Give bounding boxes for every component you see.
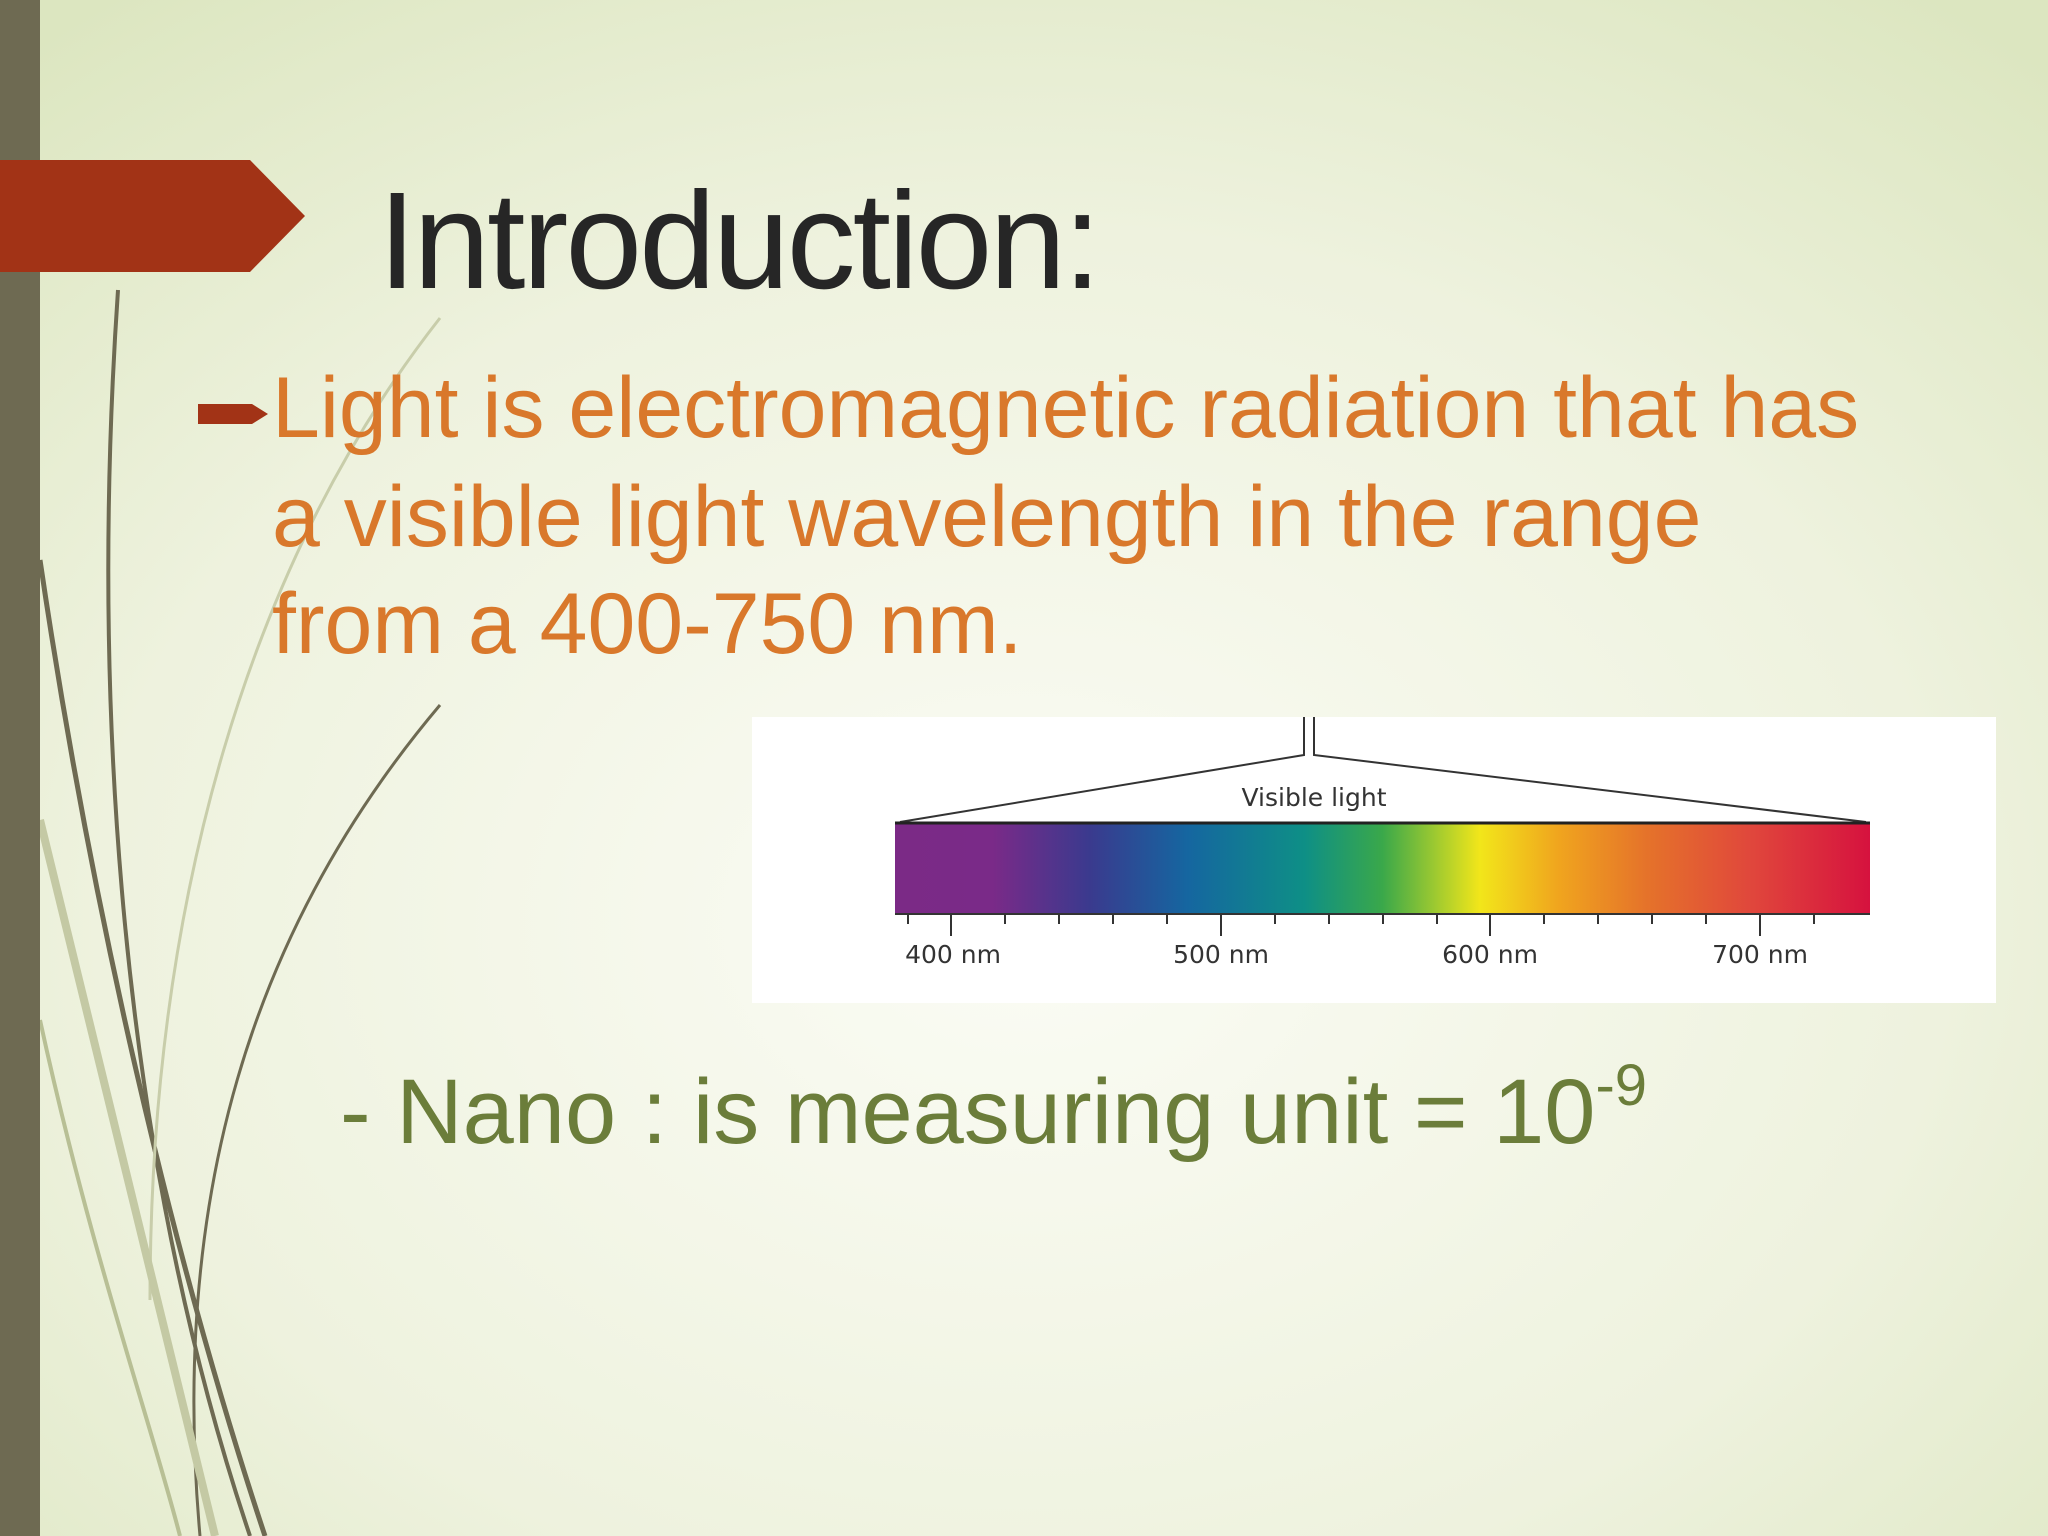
- tick-label: 600 nm: [1442, 940, 1538, 969]
- bullet-line: from a 400-750 nm.: [272, 576, 1022, 672]
- bullet-icon: [198, 404, 268, 424]
- title-arrow: [0, 160, 305, 272]
- note-superscript: -9: [1595, 1053, 1647, 1118]
- note: - Nano : is measuring unit = 10-9: [340, 1053, 1647, 1163]
- title: Introduction:: [378, 164, 1098, 318]
- tick-label: 500 nm: [1173, 940, 1269, 969]
- bullet-line: Light is electromagnetic radiation that …: [272, 360, 1859, 456]
- tick-label: 400 nm: [905, 940, 1001, 969]
- figure-bracket: [899, 717, 1867, 823]
- note-text: - Nano : is measuring unit = 10: [340, 1061, 1595, 1163]
- spectrum-bar: [895, 823, 1870, 914]
- figure-ticks: [895, 913, 1870, 936]
- figure-label: Visible light: [1241, 783, 1386, 812]
- decoration: [36, 289, 442, 1536]
- tick-label: 700 nm: [1712, 940, 1808, 969]
- bullet-line: a visible light wavelength in the range: [272, 469, 1701, 565]
- spectrum-figure: Visible light 400 nm 500 nm 600 nm 700 n…: [752, 717, 1996, 1003]
